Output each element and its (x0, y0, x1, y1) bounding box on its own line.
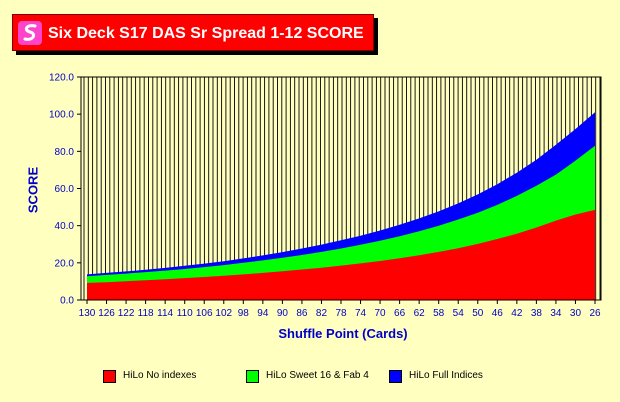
x-tick-label: 42 (511, 308, 523, 319)
y-tick-label: 120.0 (49, 73, 74, 84)
chart-title-box: Six Deck S17 DAS Sr Spread 1-12 SCORE (12, 14, 374, 51)
x-tick-label: 54 (453, 308, 465, 319)
legend-swatch-blue (389, 370, 402, 383)
y-tick-label: 100.0 (49, 110, 74, 121)
x-tick-label: 90 (277, 308, 289, 319)
x-tick-label: 30 (570, 308, 582, 319)
x-tick-label: 46 (492, 308, 504, 319)
y-tick-label: 20.0 (55, 258, 75, 269)
legend-label: HiLo Sweet 16 & Fab 4 (266, 370, 369, 381)
x-tick-label: 70 (375, 308, 387, 319)
x-axis-label: Shuffle Point (Cards) (278, 326, 408, 341)
x-tick-label: 118 (138, 308, 154, 319)
y-tick-label: 60.0 (55, 184, 75, 195)
chart-title: Six Deck S17 DAS Sr Spread 1-12 SCORE (48, 25, 364, 42)
x-tick-label: 106 (196, 308, 213, 319)
x-tick-label: 110 (177, 308, 193, 319)
x-tick-label: 102 (215, 308, 232, 319)
chart-legend: HiLo No indexes HiLo Sweet 16 & Fab 4 Hi… (0, 366, 620, 388)
x-tick-label: 38 (531, 308, 543, 319)
x-tick-label: 62 (414, 308, 426, 319)
legend-swatch-red (103, 370, 116, 383)
x-tick-label: 34 (550, 308, 562, 319)
y-tick-label: 80.0 (55, 147, 75, 158)
x-axis-ticks: 130 126 122 118 114 110 106 102 98 94 90 86 82 78 74 70… (79, 300, 601, 319)
legend-label: HiLo No indexes (123, 370, 197, 381)
y-axis-label: SCORE (25, 166, 41, 214)
x-tick-label: 94 (257, 308, 269, 319)
x-tick-label: 66 (394, 308, 406, 319)
x-tick-label: 58 (433, 308, 445, 319)
legend-label: HiLo Full Indices (409, 370, 483, 381)
x-tick-label: 130 (79, 308, 96, 319)
x-tick-label: 78 (335, 308, 347, 319)
area-series-layer (87, 112, 595, 300)
x-tick-label: 50 (472, 308, 484, 319)
logo-icon (18, 21, 42, 45)
x-tick-label: 98 (238, 308, 250, 319)
x-tick-label: 74 (355, 308, 367, 319)
x-tick-label: 82 (316, 308, 328, 319)
y-axis-ticks: 0.0 20.0 40.0 60.0 80.0 100.0 120.0 (49, 73, 81, 307)
y-tick-label: 40.0 (55, 221, 75, 232)
x-tick-label: 86 (296, 308, 308, 319)
y-tick-label: 0.0 (60, 296, 74, 307)
x-tick-label: 126 (98, 308, 115, 319)
x-tick-label: 26 (589, 308, 601, 319)
x-tick-label: 114 (157, 308, 173, 319)
area-series-0 (87, 209, 595, 300)
legend-swatch-green (246, 370, 259, 383)
x-tick-label: 122 (118, 308, 135, 319)
